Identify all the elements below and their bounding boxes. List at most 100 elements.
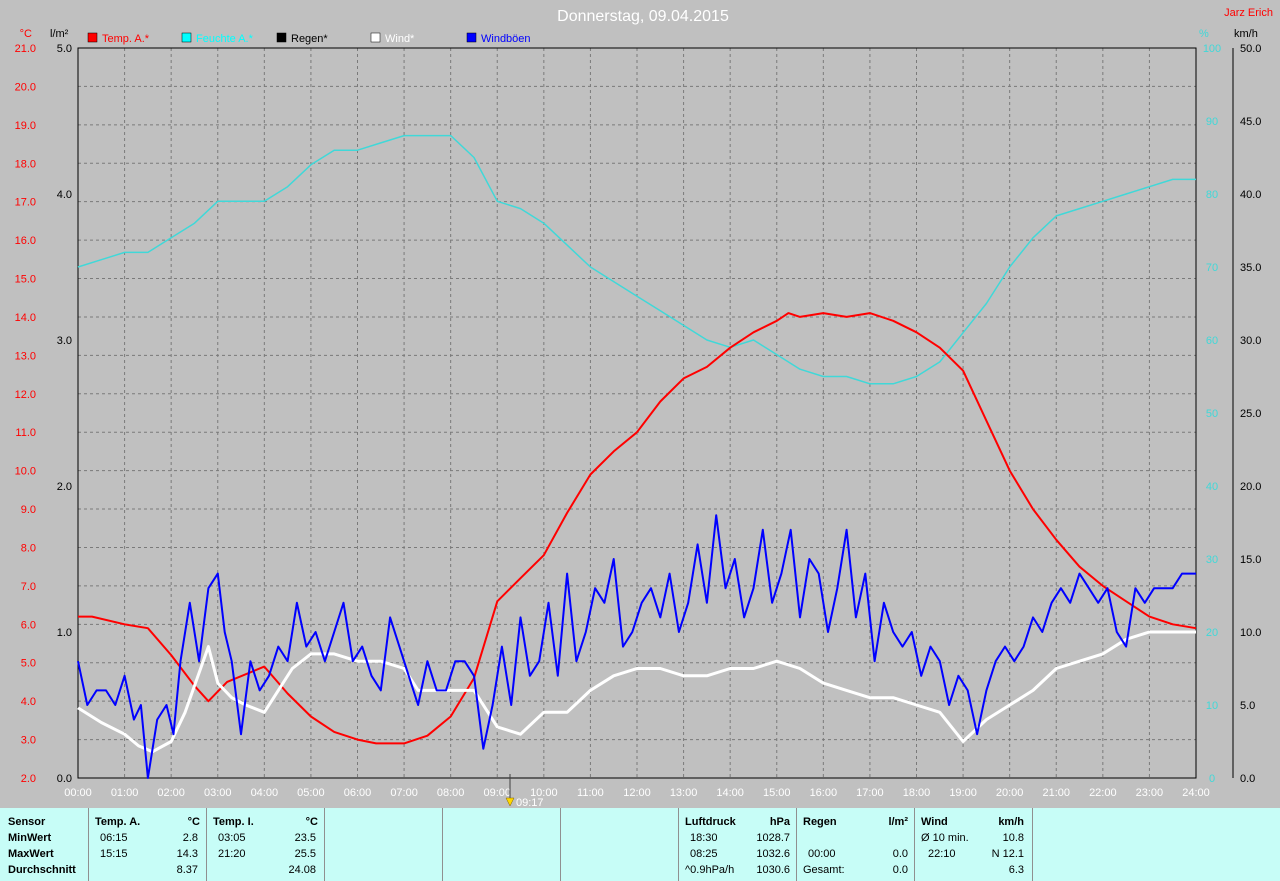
wind-tick-label: 0.0	[1240, 773, 1255, 785]
x-tick-label: 03:00	[204, 787, 232, 799]
temp-tick-label: 14.0	[15, 312, 36, 324]
x-tick-label: 22:00	[1089, 787, 1117, 799]
temp-a-avg-value: 8.37	[176, 864, 198, 876]
temp-i-unit: °C	[305, 816, 318, 828]
rain-header: Regen	[803, 816, 837, 828]
temp-a-max-value: 14.3	[176, 848, 198, 860]
x-tick-label: 20:00	[996, 787, 1024, 799]
wind-tick-label: 10.0	[1240, 627, 1261, 639]
humidity-tick-label: 70	[1206, 262, 1218, 274]
wind-tick-label: 50.0	[1240, 43, 1261, 55]
legend-swatch	[276, 32, 287, 43]
humidity-tick-label: 20	[1206, 627, 1218, 639]
legend-swatch	[370, 32, 381, 43]
rain-unit-label: l/m²	[50, 28, 69, 40]
x-tick-label: 12:00	[623, 787, 651, 799]
x-tick-label: 09:00	[483, 787, 511, 799]
row-header-min: MinWert	[8, 832, 52, 844]
pressure-trend-value: 1030.6	[756, 864, 790, 876]
author-label: Jarz Erich	[1224, 7, 1273, 19]
triangle-down-icon	[505, 797, 515, 807]
temp-tick-label: 11.0	[15, 427, 36, 439]
summary-panel: Sensor MinWert MaxWert Durchschnitt Temp…	[0, 808, 1280, 881]
rain-tick-label: 2.0	[57, 481, 72, 493]
wind-tick-label: 5.0	[1240, 700, 1255, 712]
temp-tick-label: 18.0	[15, 158, 36, 170]
x-tick-label: 15:00	[763, 787, 791, 799]
temp-tick-label: 9.0	[21, 504, 36, 516]
x-tick-label: 17:00	[856, 787, 884, 799]
wind-tick-label: 20.0	[1240, 481, 1261, 493]
humidity-tick-label: 90	[1206, 116, 1218, 128]
temp-a-max-time: 15:15	[100, 848, 128, 860]
temp-tick-label: 3.0	[21, 735, 36, 747]
x-tick-label: 10:00	[530, 787, 558, 799]
wind-tick-label: 40.0	[1240, 189, 1261, 201]
temp-tick-label: 8.0	[21, 542, 36, 554]
pressure-unit: hPa	[769, 816, 790, 828]
x-tick-label: 08:00	[437, 787, 465, 799]
x-tick-label: 24:00	[1182, 787, 1210, 799]
temp-tick-label: 21.0	[15, 43, 36, 55]
humidity-tick-label: 60	[1206, 335, 1218, 347]
temp-i-avg-value: 24.08	[288, 864, 316, 876]
x-tick-label: 21:00	[1042, 787, 1070, 799]
legend-swatch	[181, 32, 192, 43]
temp-i-header: Temp. I.	[213, 816, 254, 828]
temp-tick-label: 13.0	[15, 350, 36, 362]
gust-line	[77, 514, 1196, 779]
wind-header: Wind	[921, 816, 948, 828]
temp-tick-label: 12.0	[15, 389, 36, 401]
legend-label: Regen*	[291, 33, 328, 45]
temp-tick-label: 7.0	[21, 581, 36, 593]
rain-time: 00:00	[808, 848, 836, 860]
x-tick-label: 13:00	[670, 787, 698, 799]
pressure-max-time: 08:25	[690, 848, 718, 860]
temp-tick-label: 2.0	[21, 773, 36, 785]
legend-label: Windböen	[481, 33, 531, 45]
temp-a-min-time: 06:15	[100, 832, 128, 844]
rain-tick-label: 3.0	[57, 335, 72, 347]
row-header-sensor: Sensor	[8, 816, 46, 828]
wind-line	[77, 630, 1196, 754]
row-header-avg: Durchschnitt	[8, 864, 76, 876]
humidity-tick-label: 30	[1206, 554, 1218, 566]
wind-avg-label: Ø 10 min.	[921, 832, 969, 844]
x-tick-label: 06:00	[344, 787, 372, 799]
temp-tick-label: 20.0	[15, 81, 36, 93]
humidity-tick-label: 10	[1206, 700, 1218, 712]
legend-label: Feuchte A.*	[196, 33, 254, 45]
temp-tick-label: 6.0	[21, 619, 36, 631]
temp-tick-label: 17.0	[15, 197, 36, 209]
temp-i-max-time: 21:20	[218, 848, 246, 860]
x-tick-label: 19:00	[949, 787, 977, 799]
humidity-unit-label: %	[1199, 28, 1209, 40]
x-tick-label: 07:00	[390, 787, 418, 799]
x-tick-label: 02:00	[157, 787, 185, 799]
humidity-line	[77, 134, 1196, 385]
x-tick-label: 23:00	[1136, 787, 1164, 799]
temp-tick-label: 5.0	[21, 658, 36, 670]
x-tick-label: 11:00	[577, 787, 604, 799]
pressure-header: Luftdruck	[685, 816, 736, 828]
wind-tick-label: 30.0	[1240, 335, 1261, 347]
rain-total-value: 0.0	[892, 864, 908, 876]
temp-unit-label: °C	[20, 28, 32, 40]
x-tick-label: 14:00	[716, 787, 744, 799]
rain-tick-label: 1.0	[57, 627, 72, 639]
pressure-min-time: 18:30	[690, 832, 718, 844]
wind-tick-label: 45.0	[1240, 116, 1261, 128]
wind-tick-label: 15.0	[1240, 554, 1261, 566]
legend-label: Temp. A.*	[102, 33, 150, 45]
wind-gust-time: 22:10	[928, 848, 956, 860]
temp-i-min-time: 03:05	[218, 832, 246, 844]
wind-unit: km/h	[998, 816, 1024, 828]
axes: 2.0 3.0 4.0 5.0 6.0 7.0 8.0 9.0 10.0 11.0 12.0 13.0…	[15, 43, 1262, 799]
humidity-tick-label: 80	[1206, 189, 1218, 201]
x-tick-label: 04:00	[251, 787, 279, 799]
x-tick-label: 05:00	[297, 787, 325, 799]
wind-unit-label: km/h	[1234, 28, 1258, 40]
legend: Temp. A.* Feuchte A.* Regen* Wind* Windböen	[87, 32, 531, 45]
rain-unit: l/m²	[888, 816, 908, 828]
grid	[78, 48, 1196, 778]
